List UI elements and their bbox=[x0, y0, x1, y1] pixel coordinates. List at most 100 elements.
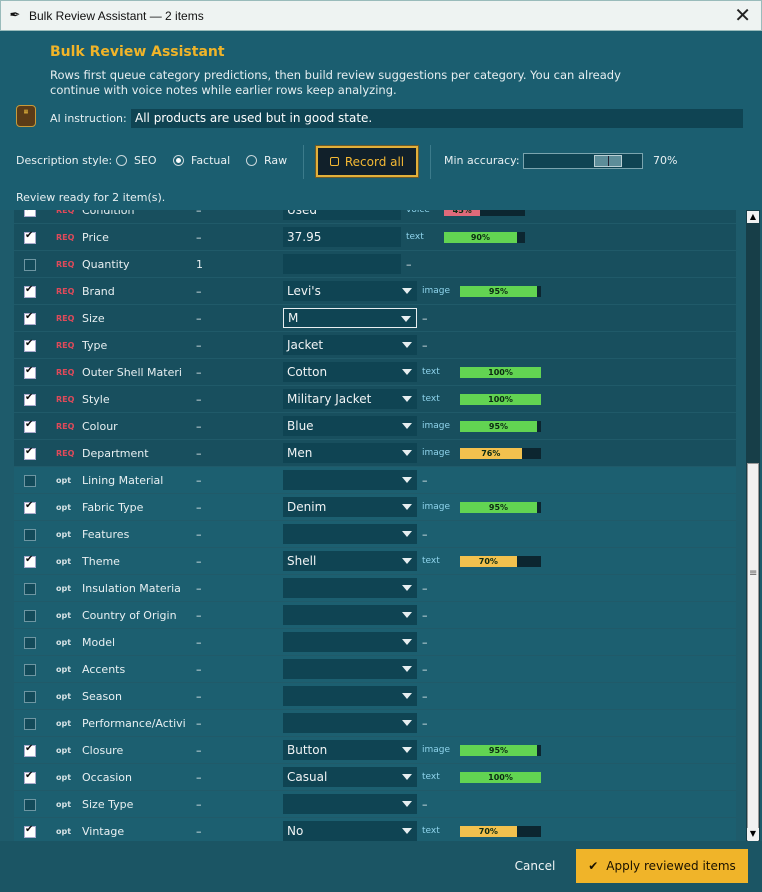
radio-indicator bbox=[116, 155, 127, 166]
suggestion-dropdown[interactable] bbox=[283, 794, 417, 814]
suggestion-dropdown[interactable] bbox=[283, 578, 417, 598]
min-accuracy-slider[interactable] bbox=[523, 153, 643, 169]
requirement-tag: opt bbox=[56, 691, 72, 701]
row-checkbox[interactable] bbox=[24, 392, 36, 406]
suggestion-dropdown[interactable]: Cotton bbox=[283, 362, 417, 382]
table-row: opt Season – – bbox=[14, 683, 736, 710]
style-radio-factual[interactable]: Factual bbox=[173, 154, 230, 167]
row-checkbox[interactable] bbox=[24, 770, 36, 784]
suggestion-dropdown[interactable] bbox=[283, 659, 417, 679]
suggestion-input[interactable] bbox=[283, 254, 401, 274]
current-value: – bbox=[196, 473, 202, 487]
row-checkbox[interactable] bbox=[24, 259, 36, 271]
suggestion-dropdown[interactable]: Button bbox=[283, 740, 417, 760]
suggestion-dropdown[interactable] bbox=[283, 632, 417, 652]
requirement-tag: REQ bbox=[56, 340, 75, 350]
row-checkbox[interactable] bbox=[24, 691, 36, 703]
suggestion-dropdown[interactable] bbox=[283, 470, 417, 490]
close-icon[interactable]: ✕ bbox=[734, 3, 751, 27]
field-label: Outer Shell Materi bbox=[82, 365, 182, 379]
row-checkbox[interactable] bbox=[24, 554, 36, 568]
suggestion-dropdown[interactable]: Blue bbox=[283, 416, 417, 436]
suggestion-dropdown[interactable]: Men bbox=[283, 443, 417, 463]
row-checkbox[interactable] bbox=[24, 210, 36, 217]
style-radio-seo[interactable]: SEO bbox=[116, 154, 157, 167]
suggestion-input[interactable]: 37.95 bbox=[283, 227, 401, 247]
slider-thumb[interactable] bbox=[594, 155, 622, 167]
field-label: Size bbox=[82, 311, 105, 325]
row-checkbox[interactable] bbox=[24, 664, 36, 676]
current-value: – bbox=[196, 365, 202, 379]
suggestion-dropdown[interactable]: Levi's bbox=[283, 281, 417, 301]
suggestion-dropdown[interactable]: Jacket bbox=[283, 335, 417, 355]
field-label: Colour bbox=[82, 419, 118, 433]
row-checkbox[interactable] bbox=[24, 338, 36, 352]
row-checkbox[interactable] bbox=[24, 610, 36, 622]
cancel-button[interactable]: Cancel bbox=[514, 859, 556, 873]
current-value: – bbox=[196, 689, 202, 703]
confidence-bar: 100% bbox=[460, 772, 541, 783]
row-checkbox[interactable] bbox=[24, 824, 36, 838]
record-all-button[interactable]: Record all bbox=[315, 145, 419, 178]
apply-reviewed-items-button[interactable]: ✔ Apply reviewed items bbox=[576, 849, 748, 883]
confidence-bar: 90% bbox=[444, 232, 525, 243]
ai-instruction-input[interactable]: All products are used but in good state. bbox=[131, 109, 743, 128]
field-label: Style bbox=[82, 392, 110, 406]
source-label: – bbox=[422, 527, 428, 541]
source-label: text bbox=[406, 232, 424, 242]
row-checkbox[interactable] bbox=[24, 284, 36, 298]
requirement-tag: REQ bbox=[56, 448, 75, 458]
min-accuracy-label: Min accuracy: bbox=[444, 154, 520, 167]
current-value: – bbox=[196, 716, 202, 730]
suggestion-dropdown[interactable] bbox=[283, 713, 417, 733]
row-checkbox[interactable] bbox=[24, 529, 36, 541]
suggestion-dropdown[interactable] bbox=[283, 686, 417, 706]
row-checkbox[interactable] bbox=[24, 311, 36, 325]
row-checkbox[interactable] bbox=[24, 446, 36, 460]
radio-label: Factual bbox=[191, 154, 231, 167]
source-label: text bbox=[422, 772, 440, 782]
confidence-bar: 100% bbox=[460, 367, 541, 378]
table-row: REQ Colour – Blue image 95% bbox=[14, 413, 736, 440]
suggestion-input[interactable]: Used bbox=[283, 210, 401, 220]
suggestion-dropdown[interactable]: M bbox=[283, 308, 417, 328]
table-row: opt Theme – Shell text 70% bbox=[14, 548, 736, 575]
row-checkbox[interactable] bbox=[24, 743, 36, 757]
requirement-tag: opt bbox=[56, 826, 72, 836]
suggestion-dropdown[interactable]: No bbox=[283, 821, 417, 841]
suggestion-dropdown[interactable]: Casual bbox=[283, 767, 417, 787]
row-checkbox[interactable] bbox=[24, 419, 36, 433]
source-label: text bbox=[422, 394, 440, 404]
suggestion-dropdown[interactable]: Military Jacket bbox=[283, 389, 417, 409]
scroll-down-icon[interactable]: ▼ bbox=[747, 828, 759, 840]
row-checkbox[interactable] bbox=[24, 475, 36, 487]
source-label: text bbox=[422, 826, 440, 836]
table-row: opt Performance/Activi – – bbox=[14, 710, 736, 737]
row-checkbox[interactable] bbox=[24, 230, 36, 244]
suggestion-dropdown[interactable] bbox=[283, 524, 417, 544]
suggestion-dropdown[interactable]: Denim bbox=[283, 497, 417, 517]
suggestion-dropdown[interactable] bbox=[283, 605, 417, 625]
confidence-bar: 95% bbox=[460, 502, 541, 513]
vertical-scrollbar[interactable]: ▲ ▼ bbox=[746, 210, 760, 892]
scroll-up-icon[interactable]: ▲ bbox=[747, 211, 759, 223]
field-label: Quantity bbox=[82, 257, 130, 271]
row-checkbox[interactable] bbox=[24, 500, 36, 514]
current-value: – bbox=[196, 797, 202, 811]
field-label: Department bbox=[82, 446, 149, 460]
requirement-tag: REQ bbox=[56, 367, 75, 377]
scrollbar-thumb[interactable] bbox=[747, 463, 759, 892]
suggestion-dropdown[interactable]: Shell bbox=[283, 551, 417, 571]
row-checkbox[interactable] bbox=[24, 637, 36, 649]
row-checkbox[interactable] bbox=[24, 718, 36, 730]
field-label: Model bbox=[82, 635, 116, 649]
row-checkbox[interactable] bbox=[24, 583, 36, 595]
current-value: – bbox=[196, 581, 202, 595]
confidence-bar: 70% bbox=[460, 556, 541, 567]
row-checkbox[interactable] bbox=[24, 799, 36, 811]
confidence-fill: 70% bbox=[460, 556, 517, 567]
description-style-label: Description style: bbox=[16, 154, 113, 167]
row-checkbox[interactable] bbox=[24, 365, 36, 379]
style-radio-raw[interactable]: Raw bbox=[246, 154, 287, 167]
